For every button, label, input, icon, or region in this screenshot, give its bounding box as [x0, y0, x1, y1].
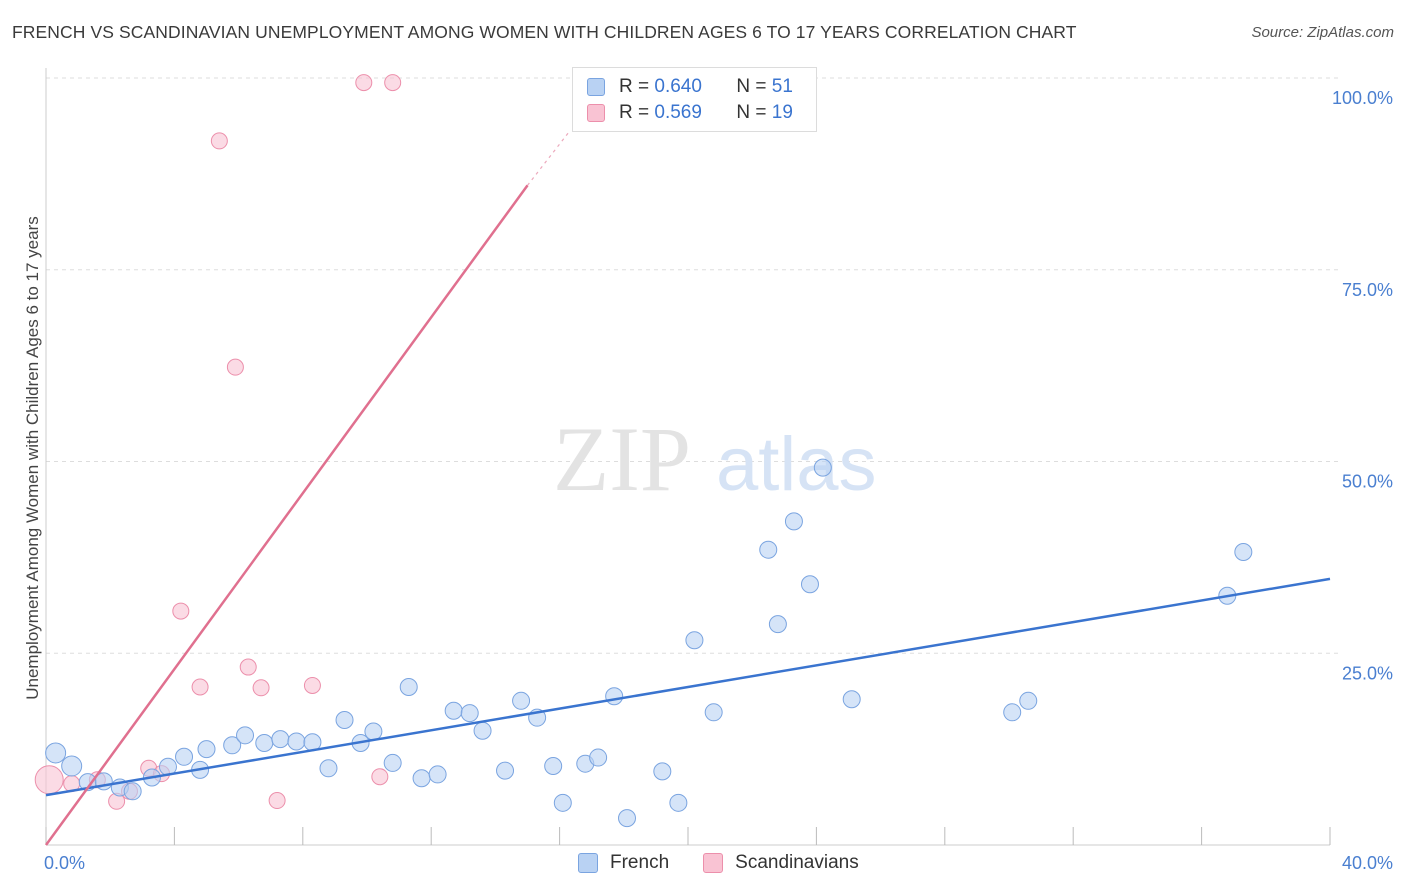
y-tick-label-100: 100.0%: [1332, 88, 1393, 108]
french-point: [61, 755, 83, 777]
french-legend-swatch: [578, 853, 598, 873]
french-point: [496, 761, 515, 780]
scandinavians-point: [34, 765, 64, 795]
french-point: [271, 730, 290, 749]
french-r-value: 0.640: [654, 76, 702, 97]
french-point: [223, 736, 242, 755]
french-point: [813, 458, 832, 477]
french-point: [383, 753, 402, 772]
scandinavians-trend-line: [44, 184, 529, 846]
french-point: [412, 769, 431, 788]
french-point: [685, 631, 704, 650]
french-point: [45, 742, 67, 764]
legend-row-french: R = 0.640 N = 51: [587, 75, 793, 99]
french-point: [460, 704, 479, 723]
french-point: [287, 732, 306, 751]
french-point: [1003, 703, 1022, 722]
french-point: [800, 575, 819, 594]
scand-n-value: 19: [771, 102, 793, 123]
french-point: [842, 690, 861, 709]
scandinavians-point: [303, 676, 321, 694]
scand-r-value: 0.569: [654, 102, 702, 123]
scandinavians-point: [239, 658, 257, 676]
legend-item-french[interactable]: French: [578, 852, 669, 874]
french-point: [704, 703, 723, 722]
watermark-atlas: atlas: [716, 422, 877, 507]
scandinavians-point: [268, 792, 286, 810]
scandinavians-point: [172, 602, 190, 620]
scandinavians-point: [210, 132, 228, 150]
french-point: [255, 733, 274, 752]
watermark-zip: ZIP: [553, 408, 691, 510]
french-point: [653, 762, 672, 781]
french-points: [45, 458, 1253, 828]
y-tick-label-75: 75.0%: [1342, 280, 1393, 300]
stats-legend: R = 0.640 N = 51 R = 0.569 N = 19: [572, 67, 817, 132]
french-point: [473, 721, 492, 740]
french-point: [759, 540, 778, 559]
french-point: [335, 710, 354, 729]
french-point: [364, 722, 383, 741]
french-point: [589, 748, 608, 767]
series-legend: French Scandinavians: [578, 852, 893, 874]
x-tick-label-max: 40.0%: [1342, 853, 1393, 873]
french-point: [444, 701, 463, 720]
french-n-label: N =: [736, 76, 767, 97]
scandinavians-point: [384, 74, 402, 92]
french-point: [197, 740, 216, 759]
french-legend-label: French: [610, 852, 670, 873]
french-point: [784, 512, 803, 531]
scand-r-label: R =: [619, 102, 650, 123]
french-point: [319, 759, 338, 778]
chart-title: FRENCH VS SCANDINAVIAN UNEMPLOYMENT AMON…: [12, 22, 1077, 42]
french-point: [1019, 691, 1038, 710]
y-tick-label-50: 50.0%: [1342, 472, 1393, 492]
scandinavians-trend-extension: [527, 131, 570, 186]
scandinavians-point: [355, 74, 373, 92]
french-r-label: R =: [619, 76, 650, 97]
scandinavians-point: [252, 679, 270, 697]
scandinavians-swatch: [587, 104, 605, 122]
french-point: [399, 677, 418, 696]
french-point: [618, 809, 637, 828]
french-point: [512, 691, 531, 710]
scandinavians-point: [191, 678, 209, 696]
french-point: [544, 756, 563, 775]
french-point: [669, 793, 688, 812]
french-point: [605, 687, 624, 706]
french-point: [768, 615, 787, 634]
y-tick-label-25: 25.0%: [1342, 663, 1393, 683]
scandinavians-legend-swatch: [703, 853, 724, 873]
trend-lines: [44, 131, 1331, 846]
scandinavians-legend-label: Scandinavians: [735, 852, 859, 873]
scandinavians-point: [371, 768, 389, 786]
french-swatch: [587, 78, 605, 96]
x-tick-label-min: 0.0%: [44, 853, 85, 873]
legend-row-scandinavians: R = 0.569 N = 19: [587, 101, 793, 125]
french-point: [553, 793, 572, 812]
scandinavians-points: [34, 74, 402, 810]
scand-n-label: N =: [736, 102, 767, 123]
french-point: [428, 765, 447, 784]
legend-item-scandinavians[interactable]: Scandinavians: [703, 852, 859, 874]
french-point: [123, 782, 142, 801]
french-point: [175, 747, 194, 766]
y-axis-label: Unemployment Among Women with Children A…: [23, 216, 42, 700]
french-trend-line: [45, 577, 1331, 797]
source-credit: Source: ZipAtlas.com: [1251, 24, 1394, 41]
tick-labels: 25.0% 50.0% 75.0% 100.0% 0.0% 40.0%: [44, 88, 1393, 873]
french-n-value: 51: [771, 76, 793, 97]
french-point: [236, 726, 255, 745]
axes: [45, 68, 1331, 846]
french-point: [1234, 543, 1253, 562]
scandinavians-point: [226, 358, 244, 376]
